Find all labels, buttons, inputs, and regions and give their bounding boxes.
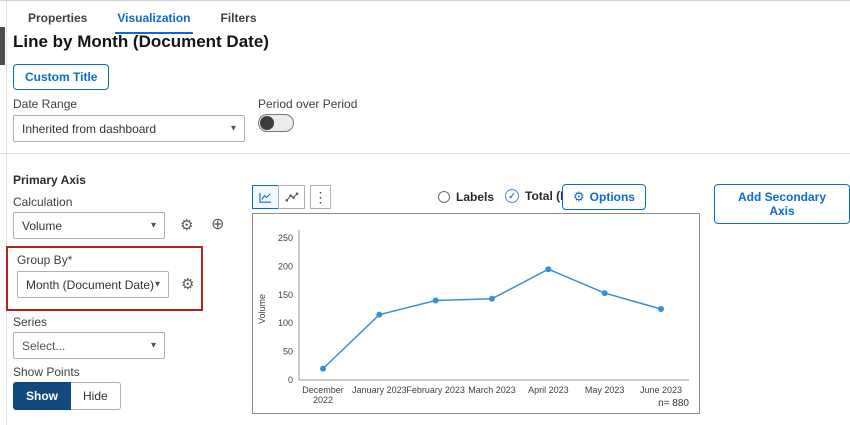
svg-text:50: 50	[283, 347, 293, 357]
show-points-label: Show Points	[13, 365, 80, 379]
labels-option-label: Labels	[456, 190, 495, 204]
date-range-label: Date Range	[13, 97, 78, 111]
svg-text:March 2023: March 2023	[468, 385, 516, 395]
svg-text:100: 100	[278, 318, 293, 328]
primary-axis-heading: Primary Axis	[13, 173, 86, 187]
chevron-down-icon: ▾	[150, 339, 156, 351]
svg-text:May 2023: May 2023	[585, 385, 625, 395]
custom-title-button[interactable]: Custom Title	[13, 64, 110, 90]
series-select[interactable]: Select... ▾	[13, 332, 165, 359]
page-title: Line by Month (Document Date)	[13, 32, 269, 51]
chevron-down-icon: ▾	[150, 219, 156, 231]
options-button-label: Options	[589, 190, 635, 204]
more-options-button[interactable]: ⋮	[310, 185, 331, 209]
left-scrollbar-track	[0, 1, 7, 425]
period-over-period-label: Period over Period	[258, 97, 358, 111]
date-range-value: Inherited from dashboard	[22, 121, 157, 136]
svg-text:250: 250	[278, 233, 293, 243]
tab-visualization[interactable]: Visualization	[115, 7, 193, 34]
check-circle-icon[interactable]: ✓	[505, 189, 519, 203]
calculation-gear-icon[interactable]: ⚙	[180, 217, 194, 234]
labels-radio-icon[interactable]	[438, 191, 450, 203]
toggle-knob	[260, 116, 274, 130]
tab-properties[interactable]: Properties	[28, 11, 88, 25]
svg-text:200: 200	[278, 261, 293, 271]
group-by-select[interactable]: Month (Document Date) ▾	[17, 271, 169, 298]
svg-text:150: 150	[278, 290, 293, 300]
svg-text:December: December	[302, 385, 344, 395]
period-over-period-toggle[interactable]	[258, 114, 294, 132]
chart-container: 0 50 100 150 200 250 Volume December 2022 January…	[252, 213, 700, 414]
group-by-label: Group By*	[17, 253, 73, 267]
gear-icon: ⚙	[573, 189, 585, 204]
section-divider	[0, 153, 850, 154]
svg-text:2022: 2022	[313, 395, 333, 405]
date-range-select[interactable]: Inherited from dashboard ▾	[13, 115, 245, 142]
line-chart-icon	[259, 192, 272, 203]
chart-type-button-group: ⋮	[252, 185, 331, 209]
series-label: Series	[13, 315, 48, 329]
calculation-label: Calculation	[13, 195, 73, 209]
group-by-gear-icon[interactable]: ⚙	[181, 276, 195, 293]
calculation-value: Volume	[22, 218, 63, 233]
calculation-select[interactable]: Volume ▾	[13, 212, 165, 239]
line-chart-type-button[interactable]	[252, 185, 279, 209]
svg-text:February 2023: February 2023	[406, 385, 465, 395]
chevron-down-icon: ▾	[230, 122, 236, 134]
series-placeholder: Select...	[22, 338, 66, 353]
add-calculation-icon[interactable]: ⊕	[211, 216, 225, 233]
chevron-down-icon: ▾	[154, 278, 160, 290]
svg-text:0: 0	[288, 375, 293, 385]
svg-text:Volume: Volume	[257, 294, 267, 324]
kebab-menu-icon: ⋮	[313, 188, 328, 205]
options-button[interactable]: ⚙ Options	[562, 184, 646, 210]
svg-text:n= 880: n= 880	[658, 398, 689, 409]
group-by-value: Month (Document Date)	[26, 277, 155, 292]
show-points-hide-button[interactable]: Hide	[71, 382, 121, 410]
line-points-chart-icon	[285, 191, 299, 202]
show-points-segmented-control: Show Hide	[13, 382, 121, 410]
tab-bar: Properties Visualization Filters	[26, 7, 259, 34]
line-points-chart-type-button[interactable]	[278, 185, 305, 209]
tab-filters[interactable]: Filters	[220, 11, 257, 25]
svg-text:January 2023: January 2023	[352, 385, 407, 395]
add-secondary-axis-button[interactable]: Add Secondary Axis	[714, 184, 850, 224]
svg-text:April 2023: April 2023	[528, 385, 569, 395]
labels-option[interactable]: Labels	[438, 190, 494, 204]
left-scrollbar-thumb[interactable]	[0, 27, 5, 65]
svg-text:June 2023: June 2023	[640, 385, 682, 395]
show-points-show-button[interactable]: Show	[13, 382, 71, 410]
